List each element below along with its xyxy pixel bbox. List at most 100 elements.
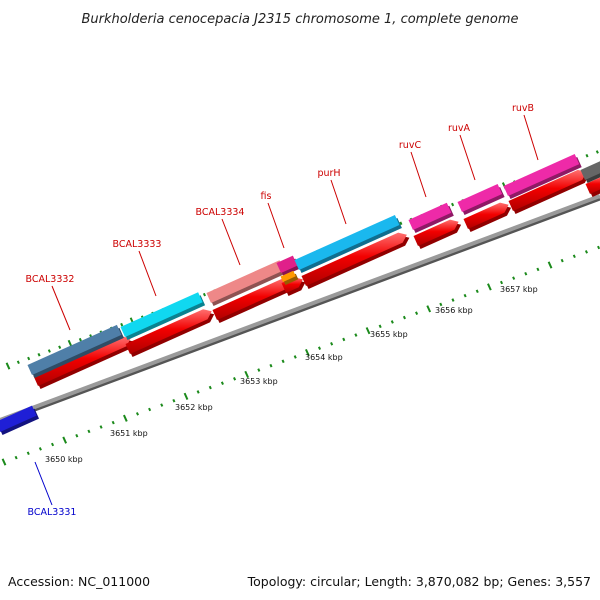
gene-label-bcal3332[interactable]: BCAL3332: [26, 274, 75, 285]
inner-minor-tick: [269, 363, 273, 368]
scale-label: 3656 kbp: [435, 306, 473, 315]
inner-major-tick: [487, 283, 492, 291]
scale-label: 3654 kbp: [305, 353, 343, 362]
outer-minor-tick: [399, 221, 403, 226]
gene-ruva[interactable]: [463, 202, 509, 229]
gene-label-line: [459, 134, 476, 181]
scale-label: 3650 kbp: [45, 455, 83, 464]
inner-minor-tick: [38, 447, 42, 451]
inner-minor-tick: [451, 298, 455, 302]
gene-bcal3331[interactable]: [0, 405, 37, 432]
gene-label-bcal3333[interactable]: BCAL3333: [113, 239, 162, 250]
inner-major-tick: [244, 370, 250, 379]
cog-purh[interactable]: [294, 215, 400, 270]
outer-minor-tick: [595, 150, 599, 154]
gene-label-fis[interactable]: fis: [261, 191, 272, 202]
scale-label: 3652 kbp: [175, 403, 213, 412]
gene-label-bcal3334[interactable]: BCAL3334: [196, 207, 245, 218]
gene-purh[interactable]: [301, 232, 407, 286]
cog-fis-secondary[interactable]: [280, 270, 296, 282]
inner-minor-tick: [439, 302, 443, 307]
gene-label-ruva[interactable]: ruvA: [448, 123, 471, 134]
gene-label-line: [410, 151, 427, 198]
inner-minor-tick: [293, 355, 297, 359]
inner-minor-tick: [281, 359, 285, 364]
gene-label-line: [34, 461, 53, 506]
inner-minor-tick: [14, 455, 18, 460]
inner-minor-tick: [402, 315, 406, 320]
cog-bcal3334[interactable]: [206, 260, 285, 303]
cog-ruvb[interactable]: [503, 154, 580, 196]
inner-minor-tick: [560, 258, 564, 263]
scale-label: 3657 kbp: [500, 285, 538, 294]
scale-label: 3651 kbp: [110, 429, 148, 438]
gene-labels: BCAL3331 BCAL3332 BCAL3333 BCAL3334 fis purH r…: [26, 103, 539, 518]
inner-minor-tick: [172, 398, 176, 403]
inner-minor-tick: [317, 346, 322, 350]
scale-label: 3653 kbp: [240, 377, 278, 386]
inner-minor-tick: [572, 254, 576, 259]
inner-major-tick: [305, 348, 310, 357]
inner-minor-tick: [415, 311, 419, 315]
gene-label-ruvb[interactable]: ruvB: [512, 103, 534, 114]
gene-label-bcal3331[interactable]: BCAL3331: [28, 507, 77, 518]
gene-bcal3334[interactable]: [212, 278, 293, 320]
map-title: Burkholderia cenocepacia J2315 chromosom…: [81, 12, 518, 27]
inner-minor-tick: [330, 342, 334, 346]
gene-label-line: [523, 114, 539, 161]
outer-minor-tick: [585, 153, 589, 158]
inner-minor-tick: [354, 333, 358, 337]
cog-ruva[interactable]: [457, 184, 503, 212]
outer-minor-tick: [16, 360, 20, 365]
inner-major-tick: [123, 414, 128, 422]
outer-minor-tick: [78, 337, 82, 342]
scale-label: 3655 kbp: [370, 330, 408, 339]
inner-major-tick: [426, 305, 432, 313]
inner-minor-tick: [584, 250, 588, 254]
inner-minor-tick: [99, 425, 103, 429]
inner-minor-tick: [512, 276, 516, 280]
outer-minor-tick: [451, 202, 455, 207]
inner-minor-tick: [342, 337, 346, 342]
inner-minor-tick: [220, 381, 224, 385]
genome-info-text: Topology: circular; Length: 3,870,082 bp…: [247, 574, 591, 589]
gene-label-line: [138, 250, 157, 297]
gene-label-purh[interactable]: purH: [317, 168, 340, 179]
gene-label-ruvc[interactable]: ruvC: [399, 140, 422, 151]
cog-track: [27, 154, 600, 378]
inner-minor-tick: [536, 267, 540, 272]
inner-minor-tick: [196, 390, 200, 394]
outer-minor-tick: [202, 292, 206, 297]
cog-fis[interactable]: [276, 255, 298, 273]
gene-ruvc[interactable]: [413, 219, 459, 246]
inner-minor-tick: [51, 442, 55, 447]
inner-minor-tick: [148, 407, 152, 412]
accession-text: Accession: NC_011000: [8, 574, 150, 589]
gene-ruvb[interactable]: [508, 169, 587, 211]
cog-continuation[interactable]: [580, 158, 600, 180]
inner-minor-tick: [233, 377, 237, 381]
inner-minor-tick: [111, 420, 115, 425]
inner-minor-tick: [135, 412, 140, 416]
inner-minor-tick: [160, 403, 164, 407]
inner-major-tick: [1, 458, 7, 466]
cog-bcal3333[interactable]: [120, 292, 203, 337]
gene-continuation[interactable]: [585, 176, 600, 194]
inner-major-tick: [62, 436, 68, 444]
scale-labels: 3650 kbp 3651 kbp 3652 kbp 3653 kbp 3654 kbp…: [45, 285, 538, 464]
inner-major-tick: [547, 261, 553, 269]
gene-bcal3332[interactable]: [33, 336, 131, 386]
inner-minor-tick: [378, 324, 382, 329]
cog-bcal3332[interactable]: [27, 324, 122, 375]
inner-minor-tick: [463, 293, 467, 298]
gene-label-line: [51, 285, 71, 331]
gene-bcal3333[interactable]: [125, 309, 212, 354]
inner-major-tick: [365, 327, 371, 335]
inner-minor-tick: [208, 385, 212, 390]
gene-label-line: [330, 179, 347, 225]
inner-minor-tick: [75, 433, 79, 438]
inner-minor-tick: [597, 245, 600, 250]
inner-minor-tick: [524, 271, 528, 276]
cog-ruvc[interactable]: [408, 202, 452, 230]
